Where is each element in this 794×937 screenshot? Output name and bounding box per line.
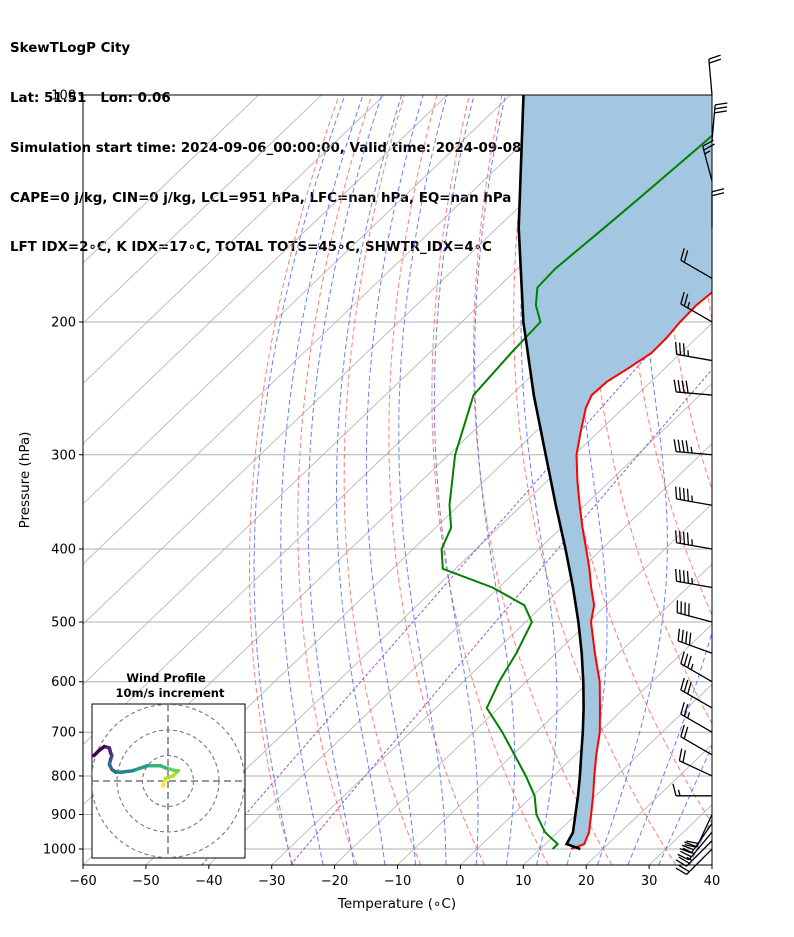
wind-barb [675, 568, 713, 589]
wind-barb [675, 341, 713, 362]
dry-adiabat [431, 95, 549, 865]
x-tick-label: 40 [704, 874, 721, 889]
hodograph-segment [92, 748, 101, 758]
isotherm--150 [83, 95, 322, 324]
y-tick-label: 600 [51, 675, 76, 690]
y-tick-label: 900 [51, 808, 76, 823]
y-tick-label: 200 [51, 315, 76, 330]
wind-barb [675, 530, 713, 550]
y-tick-label: 1000 [43, 843, 76, 858]
wind-barb [708, 54, 722, 96]
dry-adiabat [730, 95, 794, 865]
dry-adiabat [249, 95, 340, 865]
wind-barb [679, 823, 713, 854]
moist-adiabat [627, 630, 712, 865]
wind-barb [711, 102, 728, 141]
moist-adiabat [253, 95, 346, 865]
isotherm--110 [83, 95, 574, 565]
moist-adiabat [280, 95, 364, 865]
dry-adiabat [589, 95, 712, 725]
dry-adiabat [297, 95, 373, 865]
wind-barb [673, 439, 713, 456]
wind-barb [680, 291, 713, 323]
isotherm--30 [271, 443, 712, 865]
axes: −60 −50 −40 −30 −20 −10 0 10 20 30 40 1000 900 800 700… [43, 89, 720, 890]
wind-barb [678, 748, 713, 777]
isotherm--120 [83, 95, 511, 505]
x-tick-label: −40 [195, 874, 222, 889]
x-tick-label: 10 [515, 874, 532, 889]
dry-adiabat [763, 95, 794, 865]
inset-title: Wind Profile [126, 671, 206, 685]
moist-adiabat [474, 95, 516, 865]
x-tick-label: −20 [321, 874, 348, 889]
temperature-line [571, 291, 712, 850]
moist-adiabat [720, 95, 794, 865]
isotherm--40 [208, 382, 712, 865]
wind-barb [673, 379, 713, 396]
plot-title: SkewTLogP City [10, 41, 131, 57]
isotherm--50 [145, 322, 712, 865]
indices-line-2: LFT IDX=2∘C, K IDX=17∘C, TOTAL TOTS=45∘C… [10, 240, 492, 256]
isotherm-40 [711, 864, 712, 865]
y-tick-label: 500 [51, 616, 76, 631]
wind-barbs [672, 54, 728, 876]
wind-barb [684, 814, 713, 848]
moist-adiabat [307, 95, 383, 865]
wind-barb [711, 188, 725, 228]
dry-adiabat [661, 95, 712, 492]
isotherm--160 [83, 95, 259, 264]
y-tick-label: 300 [51, 448, 76, 463]
parcel-line [517, 95, 585, 851]
x-tick-label: −50 [132, 874, 159, 889]
x-tick-label: 30 [641, 874, 658, 889]
y-axis-label: Pressure (hPa) [17, 432, 33, 529]
wind-barb [680, 702, 713, 733]
x-tick-label: −30 [258, 874, 285, 889]
dry-adiabat [343, 95, 422, 865]
x-tick-label: −60 [69, 874, 96, 889]
wind-barb [702, 139, 715, 182]
isotherm-10 [523, 683, 712, 865]
dry-adiabat [513, 95, 677, 865]
y-tick-label: 700 [51, 726, 76, 741]
x-tick-label: 20 [578, 874, 595, 889]
moist-adiabat [596, 95, 668, 865]
moist-adiabat [336, 95, 403, 865]
x-axis-label: Temperature (∘C) [337, 896, 456, 912]
background-lines [83, 95, 794, 865]
dewpoint-line [440, 134, 712, 850]
moist-adiabat [658, 744, 712, 865]
wind-barb [680, 677, 713, 709]
wind-barb [676, 600, 713, 623]
moist-adiabat [433, 95, 479, 865]
y-tick-label: 100 [51, 89, 76, 104]
y-tick-label: 400 [51, 542, 76, 557]
mixing-ratio-line [201, 282, 712, 865]
parcel-shading [518, 95, 712, 849]
wind-barb [672, 783, 712, 797]
x-tick-label: 0 [456, 874, 464, 889]
isotherm--20 [334, 503, 712, 865]
dry-adiabat [388, 95, 485, 865]
wind-barb [680, 248, 713, 279]
inset-subtitle: 10m/s increment [116, 686, 225, 700]
isotherm--140 [83, 95, 385, 384]
wind-barb [680, 724, 713, 756]
isotherm--100 [83, 95, 637, 625]
isotherm--10 [397, 563, 712, 865]
wind-barb [675, 848, 713, 876]
x-tick-label: −10 [384, 874, 411, 889]
wind-barb [677, 628, 713, 654]
dry-adiabat [472, 95, 613, 865]
dry-adiabat [626, 95, 712, 617]
wind-barb [680, 651, 713, 683]
wind-profile-inset: Wind Profile 10m/s increment [91, 671, 246, 859]
profile-lines [440, 95, 712, 851]
isotherm--130 [83, 95, 448, 445]
y-tick-label: 800 [51, 769, 76, 784]
wind-barb [675, 486, 713, 506]
